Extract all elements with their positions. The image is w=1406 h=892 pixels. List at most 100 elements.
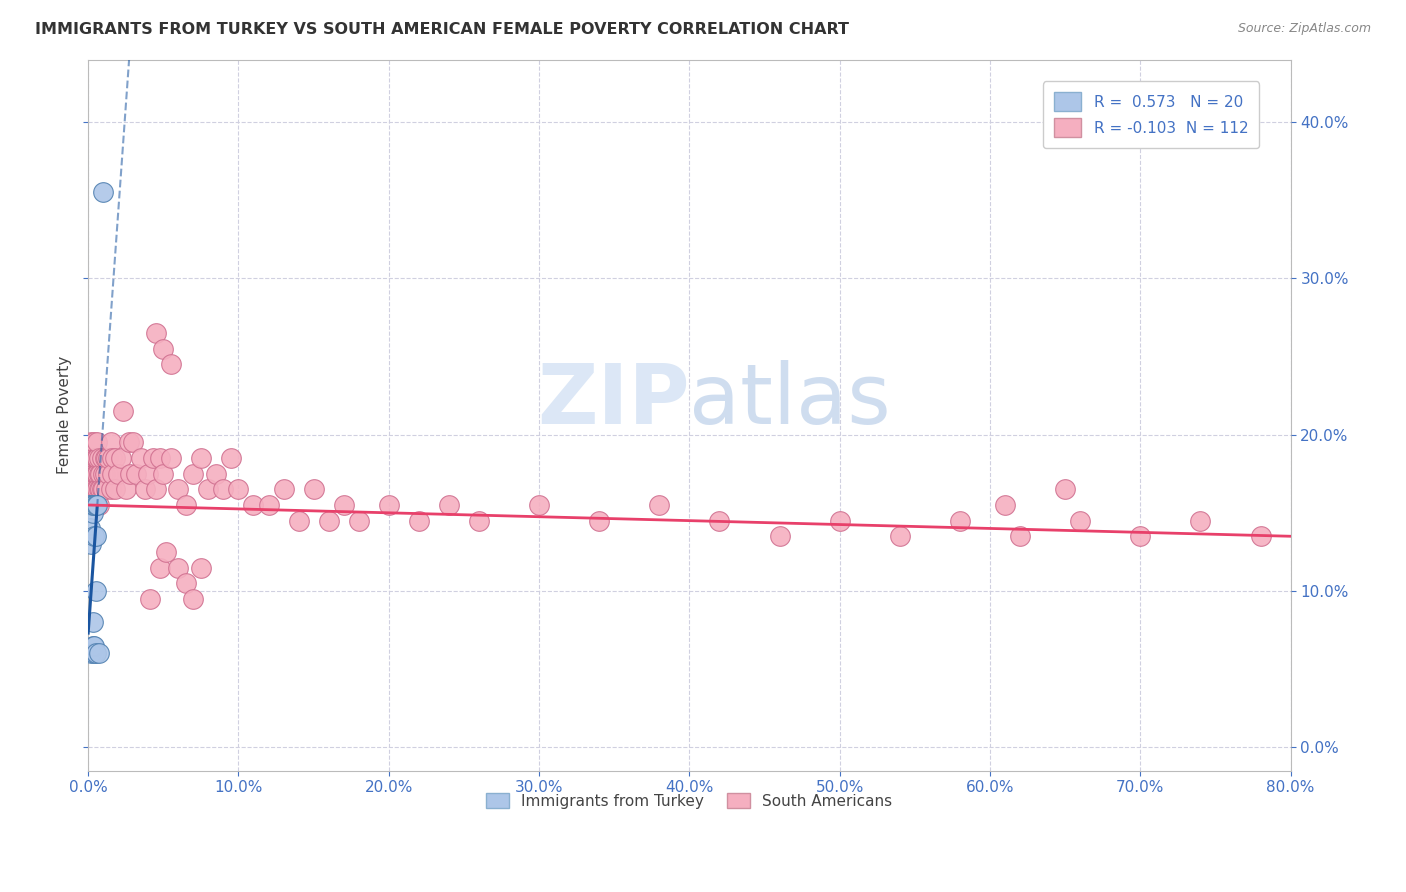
Text: ZIP: ZIP (537, 360, 689, 442)
Point (378, 498, 401, 512)
Point (1250, 529, 1272, 543)
Point (155, 545, 177, 559)
Point (149, 451, 172, 466)
Point (96, 451, 118, 466)
Point (79, 467, 101, 481)
Point (273, 483, 295, 497)
Point (197, 483, 219, 497)
Point (167, 560, 190, 574)
Point (648, 498, 671, 512)
Point (79, 451, 101, 466)
Legend: Immigrants from Turkey, South Americans: Immigrants from Turkey, South Americans (478, 785, 900, 816)
Point (83, 647, 105, 661)
Point (86, 451, 108, 466)
Point (79, 498, 101, 512)
Point (82, 615, 104, 630)
Point (82, 506, 104, 520)
Point (152, 467, 174, 481)
Point (82, 639, 104, 653)
Point (120, 467, 142, 481)
Point (110, 451, 132, 466)
Point (125, 467, 148, 481)
Point (93, 451, 115, 466)
Point (82, 467, 104, 481)
Point (104, 483, 127, 497)
Point (91, 467, 114, 481)
Point (588, 514, 610, 528)
Point (101, 467, 124, 481)
Point (89, 483, 111, 497)
Point (79, 521, 101, 535)
Point (79, 490, 101, 504)
Point (145, 483, 167, 497)
Point (83, 639, 105, 653)
Point (83, 435, 105, 450)
Point (91, 186, 114, 200)
Point (82, 498, 104, 512)
Point (83, 467, 105, 481)
Text: Source: ZipAtlas.com: Source: ZipAtlas.com (1237, 22, 1371, 36)
Point (84, 451, 107, 466)
Point (190, 451, 212, 466)
Point (1129, 529, 1152, 543)
Point (80, 483, 103, 497)
Point (167, 483, 190, 497)
Point (86, 435, 108, 450)
Point (83, 483, 105, 497)
Point (122, 435, 145, 450)
Point (139, 591, 162, 606)
Point (709, 514, 731, 528)
Point (97, 451, 120, 466)
Point (90, 451, 112, 466)
Point (527, 498, 550, 512)
Point (93, 467, 115, 481)
Point (1189, 514, 1212, 528)
Point (437, 498, 460, 512)
Point (1069, 514, 1091, 528)
Point (287, 514, 309, 528)
Point (82, 451, 104, 466)
Point (97, 467, 120, 481)
Point (257, 498, 280, 512)
Point (129, 451, 152, 466)
Point (84, 498, 107, 512)
Point (302, 483, 325, 497)
Point (107, 467, 129, 481)
Point (408, 514, 430, 528)
Point (90, 483, 112, 497)
Point (136, 467, 159, 481)
Point (212, 483, 235, 497)
Point (183, 467, 205, 481)
Point (332, 498, 354, 512)
Point (114, 483, 136, 497)
Point (101, 451, 124, 466)
Point (87, 451, 110, 466)
Point (228, 483, 250, 497)
Point (84, 467, 107, 481)
Point (87, 647, 110, 661)
Y-axis label: Female Poverty: Female Poverty (58, 356, 72, 475)
Point (86, 498, 108, 512)
Point (242, 498, 264, 512)
Text: IMMIGRANTS FROM TURKEY VS SOUTH AMERICAN FEMALE POVERTY CORRELATION CHART: IMMIGRANTS FROM TURKEY VS SOUTH AMERICAN… (35, 22, 849, 37)
Point (80, 537, 103, 551)
Point (82, 458, 104, 473)
Point (84, 529, 107, 543)
Point (468, 514, 491, 528)
Point (87, 483, 110, 497)
Point (96, 483, 118, 497)
Point (80, 647, 103, 661)
Point (145, 326, 167, 340)
Point (87, 498, 110, 512)
Point (86, 483, 108, 497)
Point (80, 451, 103, 466)
Point (318, 514, 340, 528)
Point (768, 529, 790, 543)
Point (84, 451, 107, 466)
Text: atlas: atlas (689, 360, 891, 442)
Point (159, 451, 181, 466)
Point (828, 514, 851, 528)
Point (83, 529, 105, 543)
Point (1008, 529, 1031, 543)
Point (159, 357, 181, 371)
